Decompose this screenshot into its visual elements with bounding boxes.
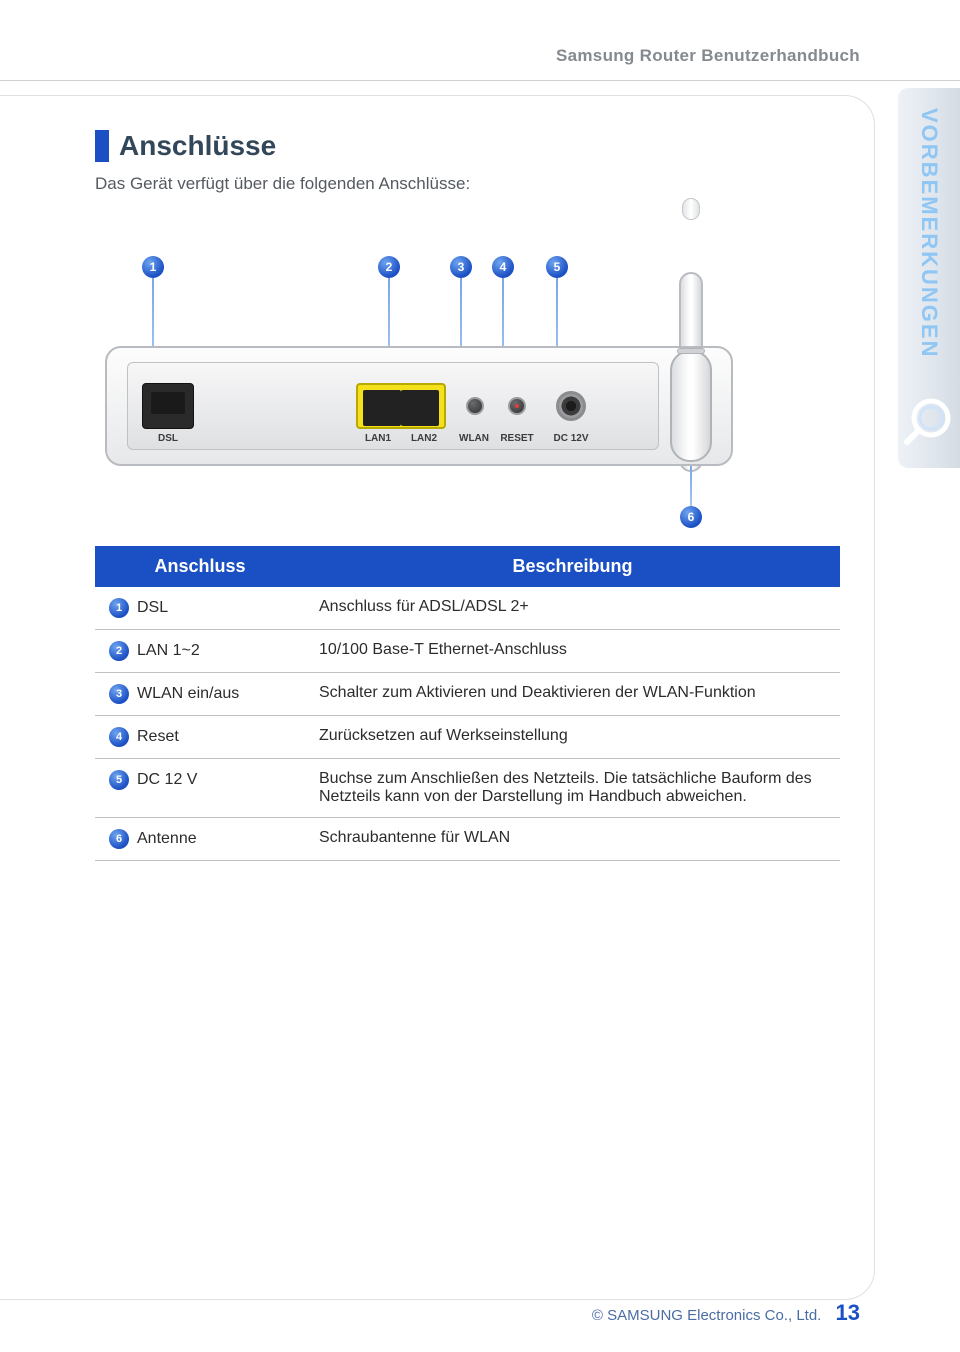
ports-table: Anschluss Beschreibung 1 DSL Anschluss für… [95, 546, 840, 861]
port-name: Antenne [137, 830, 197, 847]
section-intro: Das Gerät verfügt über die folgenden Ans… [95, 174, 840, 194]
port-name: Reset [137, 728, 179, 745]
lan2-socket [401, 390, 439, 426]
callout-bubble-2: 2 [378, 256, 400, 278]
callout-bubble-3: 3 [450, 256, 472, 278]
numbered-bullet-icon: 5 [109, 770, 129, 790]
table-row: 1 DSL Anschluss für ADSL/ADSL 2+ [95, 587, 840, 630]
callout-bubble-5: 5 [546, 256, 568, 278]
antenna-ring-top [677, 348, 705, 354]
section-title: Anschlüsse [119, 130, 276, 162]
table-cell-desc: Anschluss für ADSL/ADSL 2+ [305, 587, 840, 630]
port-name: DSL [137, 599, 168, 616]
table-header-row: Anschluss Beschreibung [95, 546, 840, 587]
section-title-marker [95, 130, 109, 162]
table-cell-desc: Zurücksetzen auf Werkseinstellung [305, 716, 840, 759]
table-cell-name: 2 LAN 1~2 [95, 630, 305, 673]
page: Samsung Router Benutzerhandbuch VORBEMER… [0, 0, 960, 1352]
numbered-bullet-icon: 1 [109, 598, 129, 618]
header-divider [0, 80, 960, 81]
table-header-anschluss: Anschluss [95, 546, 305, 587]
footer: © SAMSUNG Electronics Co., Ltd. 13 [592, 1300, 860, 1326]
side-tab: VORBEMERKUNGEN [898, 88, 960, 468]
table-cell-name: 3 WLAN ein/aus [95, 673, 305, 716]
page-header-title: Samsung Router Benutzerhandbuch [556, 46, 860, 66]
numbered-bullet-icon: 4 [109, 727, 129, 747]
wlan-label: WLAN [454, 433, 494, 444]
table-row: 3 WLAN ein/aus Schalter zum Aktivieren und… [95, 673, 840, 716]
numbered-bullet-icon: 3 [109, 684, 129, 704]
reset-button [508, 397, 526, 415]
dsl-port [142, 383, 194, 429]
lan1-socket [363, 390, 401, 426]
table-cell-desc: 10/100 Base-T Ethernet-Anschluss [305, 630, 840, 673]
router-body: DSL LAN1 LAN2 WLAN RESET DC 12V [105, 346, 733, 466]
reset-label: RESET [496, 433, 538, 444]
callout-bubble-1: 1 [142, 256, 164, 278]
side-tab-label: VORBEMERKUNGEN [916, 108, 942, 358]
port-name: WLAN ein/aus [137, 685, 239, 702]
content-frame-bot [0, 1299, 55, 1300]
router-diagram: DSL LAN1 LAN2 WLAN RESET DC 12V [95, 246, 840, 546]
table-cell-desc: Buchse zum Anschließen des Netzteils. Di… [305, 759, 840, 818]
callout-bubble-4: 4 [492, 256, 514, 278]
wlan-button [466, 397, 484, 415]
dsl-port-label: DSL [142, 433, 194, 444]
dc-jack [556, 391, 586, 421]
table-header-beschreibung: Beschreibung [305, 546, 840, 587]
table-row: 4 Reset Zurücksetzen auf Werkseinstellung [95, 716, 840, 759]
footer-copyright: © SAMSUNG Electronics Co., Ltd. [592, 1307, 821, 1324]
table-cell-name: 4 Reset [95, 716, 305, 759]
table-cell-desc: Schalter zum Aktivieren und Deaktivieren… [305, 673, 840, 716]
port-name: DC 12 V [137, 771, 197, 788]
callout-line-6 [690, 466, 692, 506]
router-panel: DSL LAN1 LAN2 WLAN RESET DC 12V [127, 362, 659, 450]
table-row: 6 Antenne Schraubantenne für WLAN [95, 818, 840, 861]
antenna-tip [682, 198, 700, 220]
lan2-label: LAN2 [402, 433, 446, 444]
lan-port-block [356, 383, 446, 429]
table-cell-desc: Schraubantenne für WLAN [305, 818, 840, 861]
section-title-bar: Anschlüsse [95, 130, 840, 162]
table-cell-name: 6 Antenne [95, 818, 305, 861]
magnifier-icon [901, 394, 957, 450]
antenna-base [670, 350, 712, 462]
content-frame-top [0, 95, 55, 96]
section: Anschlüsse Das Gerät verfügt über die fo… [95, 130, 840, 861]
table-cell-name: 5 DC 12 V [95, 759, 305, 818]
numbered-bullet-icon: 6 [109, 829, 129, 849]
callout-bubble-6: 6 [680, 506, 702, 528]
table-row: 5 DC 12 V Buchse zum Anschließen des Netzt… [95, 759, 840, 818]
lan1-label: LAN1 [356, 433, 400, 444]
footer-page-number: 13 [836, 1300, 860, 1325]
dc-label: DC 12V [548, 433, 594, 444]
port-name: LAN 1~2 [137, 642, 200, 659]
numbered-bullet-icon: 2 [109, 641, 129, 661]
table-row: 2 LAN 1~2 10/100 Base-T Ethernet-Anschluss [95, 630, 840, 673]
table-cell-name: 1 DSL [95, 587, 305, 630]
